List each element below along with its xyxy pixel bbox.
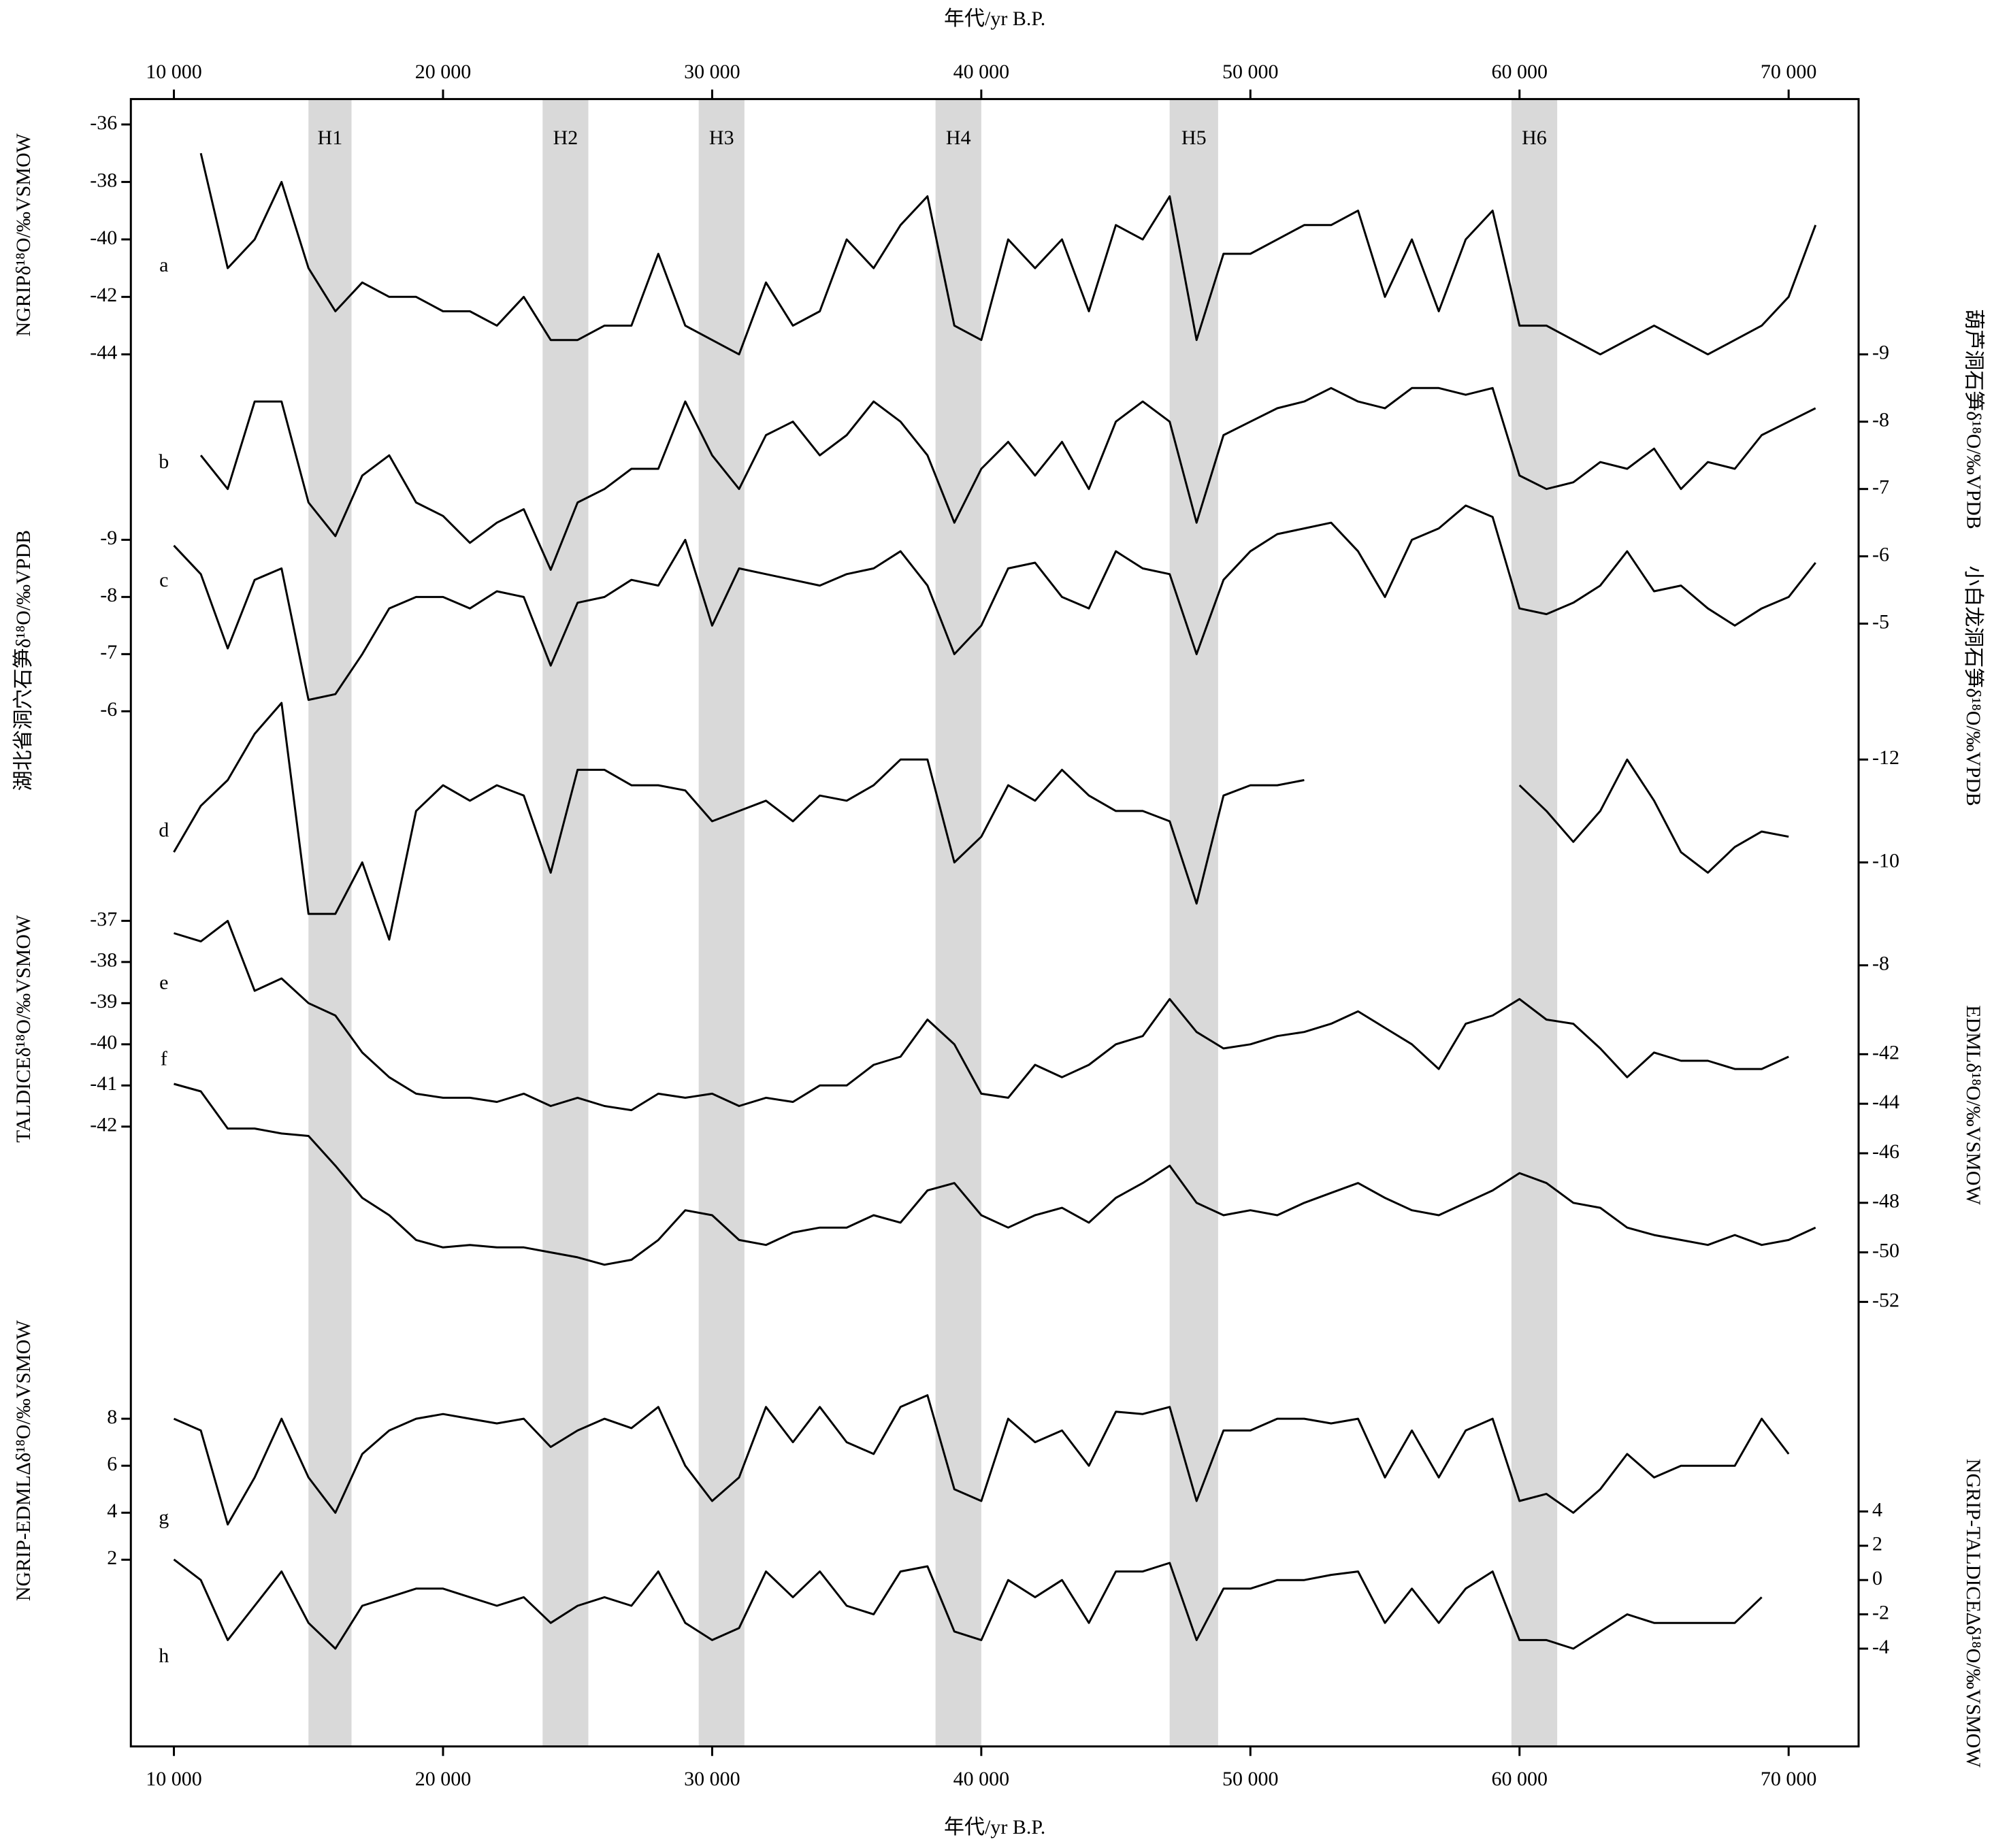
y-tick-label: -52	[1872, 1289, 1899, 1311]
panel-letter: b	[159, 450, 169, 473]
y-tick-label: -8	[1872, 409, 1889, 431]
panel-letter: h	[159, 1645, 169, 1667]
y-tick-label: -4	[1872, 1636, 1889, 1658]
y-tick-label: -6	[1872, 544, 1889, 566]
y-tick-label: -5	[1872, 610, 1889, 633]
y-axis-title: NGRIP-TALDICEΔδ¹⁸O/‰VSMOW	[1962, 1459, 1985, 1768]
y-tick-label: 0	[1872, 1567, 1882, 1589]
panel-letter: f	[161, 1048, 167, 1070]
event-band	[308, 99, 352, 1747]
x-tick-label: 20 000	[415, 1768, 472, 1790]
x-tick-label: 50 000	[1222, 61, 1279, 83]
y-tick-label: -42	[90, 284, 117, 306]
series-line	[174, 919, 1789, 1112]
x-tick-label: 60 000	[1491, 61, 1548, 83]
y-tick-label: -38	[90, 949, 117, 972]
y-tick-label: -42	[90, 1114, 117, 1136]
y-tick-label: -12	[1872, 746, 1899, 769]
y-tick-label: -44	[1872, 1091, 1899, 1113]
event-band	[542, 99, 589, 1747]
panel-letter: e	[159, 972, 168, 994]
x-tick-label: 30 000	[684, 1768, 740, 1790]
y-axis-title: EDMLδ¹⁸O/‰VSMOW	[1962, 1005, 1985, 1205]
y-tick-label: -9	[100, 527, 117, 549]
y-tick-label: -37	[90, 908, 117, 930]
y-axis-title: TALDICEδ¹⁸O/‰VSMOW	[12, 914, 35, 1142]
x-tick-label: 70 000	[1761, 1768, 1817, 1790]
y-tick-label: -7	[100, 641, 117, 663]
series-line	[199, 152, 1817, 356]
panel-letter: g	[159, 1506, 169, 1528]
y-tick-label: -8	[100, 584, 117, 606]
y-tick-label: -2	[1872, 1601, 1889, 1623]
y-tick-label: -42	[1872, 1041, 1899, 1063]
y-tick-label: -9	[1872, 342, 1889, 364]
x-axis-title: 年代/yr B.P.	[944, 7, 1045, 30]
x-tick-label: 60 000	[1491, 1768, 1548, 1790]
series-line	[173, 504, 1816, 702]
y-axis-title: 小白龙洞石笋δ¹⁸O/‰VPDB	[1962, 565, 1985, 806]
series-line	[173, 1394, 1790, 1525]
x-tick-label: 30 000	[684, 61, 740, 83]
event-band	[935, 99, 981, 1747]
y-tick-label: -41	[90, 1072, 117, 1095]
y-tick-label: -8	[1872, 953, 1889, 975]
panel-letter: a	[159, 254, 168, 276]
plot-frame	[129, 98, 1860, 1748]
series-line	[174, 1083, 1816, 1266]
y-tick-label: -46	[1872, 1140, 1899, 1163]
x-tick-label: 40 000	[953, 1768, 1010, 1790]
series-line	[173, 1558, 1763, 1650]
panel-letter: d	[159, 819, 169, 842]
event-band	[698, 99, 745, 1747]
event-label: H6	[1522, 127, 1547, 149]
y-tick-label: 2	[1872, 1533, 1882, 1555]
y-axis-title: 湖北省洞穴石笋δ¹⁸O/‰VPDB	[12, 530, 35, 791]
x-tick-label: 10 000	[146, 1768, 202, 1790]
event-label: H2	[553, 127, 578, 149]
x-tick-label: 10 000	[146, 61, 202, 83]
event-band	[1169, 99, 1218, 1747]
x-tick-label: 50 000	[1222, 1768, 1279, 1790]
x-tick-label: 20 000	[415, 61, 472, 83]
x-tick-label: 40 000	[953, 61, 1010, 83]
y-tick-label: 8	[107, 1406, 117, 1428]
y-axis-title: 葫芦洞石笋δ¹⁸O/‰VPDB	[1962, 309, 1985, 529]
x-axis-title: 年代/yr B.P.	[944, 1816, 1045, 1838]
y-tick-label: -10	[1872, 849, 1899, 872]
y-tick-label: -38	[90, 169, 117, 191]
y-axis-title: NGRIP-EDMLΔδ¹⁸O/‰VSMOW	[12, 1320, 35, 1602]
event-label: H4	[946, 127, 971, 149]
panel-letter: c	[159, 569, 168, 591]
y-tick-label: -40	[90, 227, 117, 249]
y-tick-label: 2	[107, 1547, 117, 1569]
series-line	[173, 702, 1789, 941]
y-tick-label: -50	[1872, 1239, 1899, 1261]
event-label: H5	[1181, 127, 1207, 149]
y-tick-label: -7	[1872, 476, 1889, 499]
y-tick-label: -40	[90, 1032, 117, 1054]
y-tick-label: -36	[90, 112, 117, 134]
event-label: H3	[709, 127, 734, 149]
y-tick-label: 4	[107, 1500, 117, 1522]
y-tick-label: -44	[90, 342, 117, 364]
y-tick-label: -39	[90, 990, 117, 1012]
y-tick-label: 4	[1872, 1498, 1882, 1521]
y-axis-title: NGRIPδ¹⁸O/‰VSMOW	[12, 133, 35, 336]
event-label: H1	[318, 127, 343, 149]
x-tick-label: 70 000	[1761, 61, 1817, 83]
y-tick-label: -48	[1872, 1190, 1899, 1212]
y-tick-label: -6	[100, 698, 117, 721]
event-band	[1511, 99, 1558, 1747]
series-line	[199, 386, 1816, 571]
y-tick-label: 6	[107, 1453, 117, 1475]
